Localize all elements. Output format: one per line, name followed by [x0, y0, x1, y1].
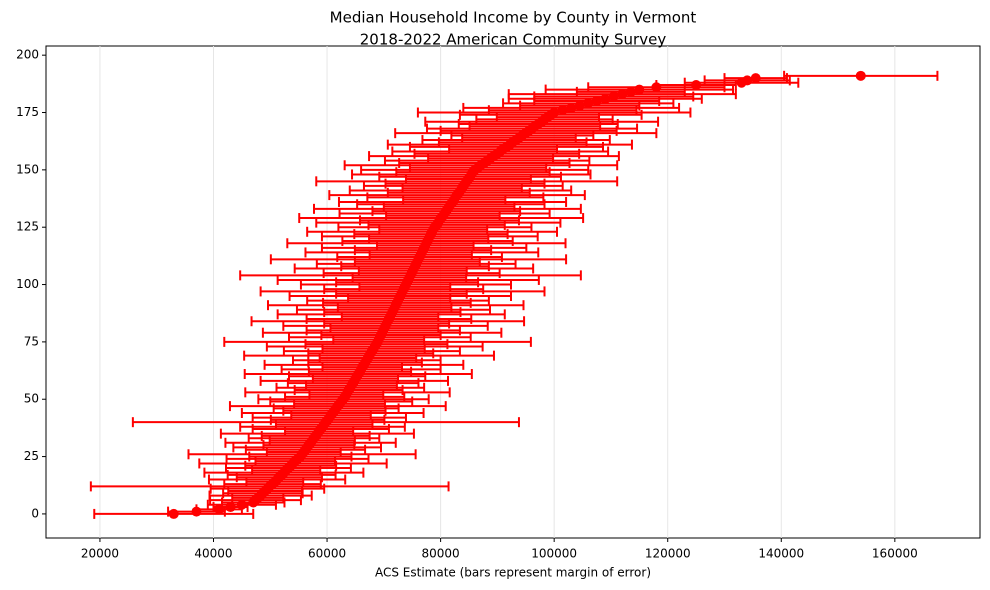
point — [583, 98, 594, 109]
point — [691, 79, 702, 90]
point — [591, 96, 602, 107]
y-tick-label: 100 — [16, 277, 39, 291]
y-tick-label: 175 — [16, 105, 39, 119]
point — [225, 502, 236, 513]
point — [608, 91, 619, 102]
point — [214, 504, 225, 515]
x-tick-label: 160000 — [872, 547, 918, 561]
x-axis-label: ACS Estimate (bars represent margin of e… — [375, 566, 651, 580]
point — [742, 75, 753, 86]
y-tick-label: 75 — [24, 334, 39, 348]
point — [168, 508, 179, 519]
y-tick-label: 50 — [24, 392, 39, 406]
chart-subtitle: 2018-2022 American Community Survey — [360, 31, 667, 49]
x-tick-label: 40000 — [194, 547, 232, 561]
x-tick-label: 120000 — [645, 547, 691, 561]
point — [236, 499, 247, 510]
point — [566, 102, 577, 113]
point — [557, 105, 568, 116]
y-tick-label: 0 — [31, 506, 39, 520]
plot-frame — [45, 45, 981, 539]
y-tick-label: 125 — [16, 220, 39, 234]
point — [750, 73, 761, 84]
point — [600, 93, 611, 104]
point — [617, 89, 628, 100]
y-tick-label: 25 — [24, 449, 39, 463]
x-tick-label: 20000 — [81, 547, 119, 561]
y-tick-label: 150 — [16, 162, 39, 176]
point — [634, 84, 645, 95]
x-tick-label: 60000 — [308, 547, 346, 561]
point — [574, 100, 585, 111]
point — [651, 82, 662, 93]
chart-title: Median Household Income by County in Ver… — [330, 9, 697, 27]
y-tick-label: 200 — [16, 48, 39, 62]
x-tick-label: 100000 — [531, 547, 577, 561]
x-tick-label: 80000 — [422, 547, 460, 561]
point — [191, 506, 202, 517]
point — [549, 107, 560, 118]
x-tick-label: 140000 — [758, 547, 804, 561]
point — [855, 70, 866, 81]
point — [625, 86, 636, 97]
